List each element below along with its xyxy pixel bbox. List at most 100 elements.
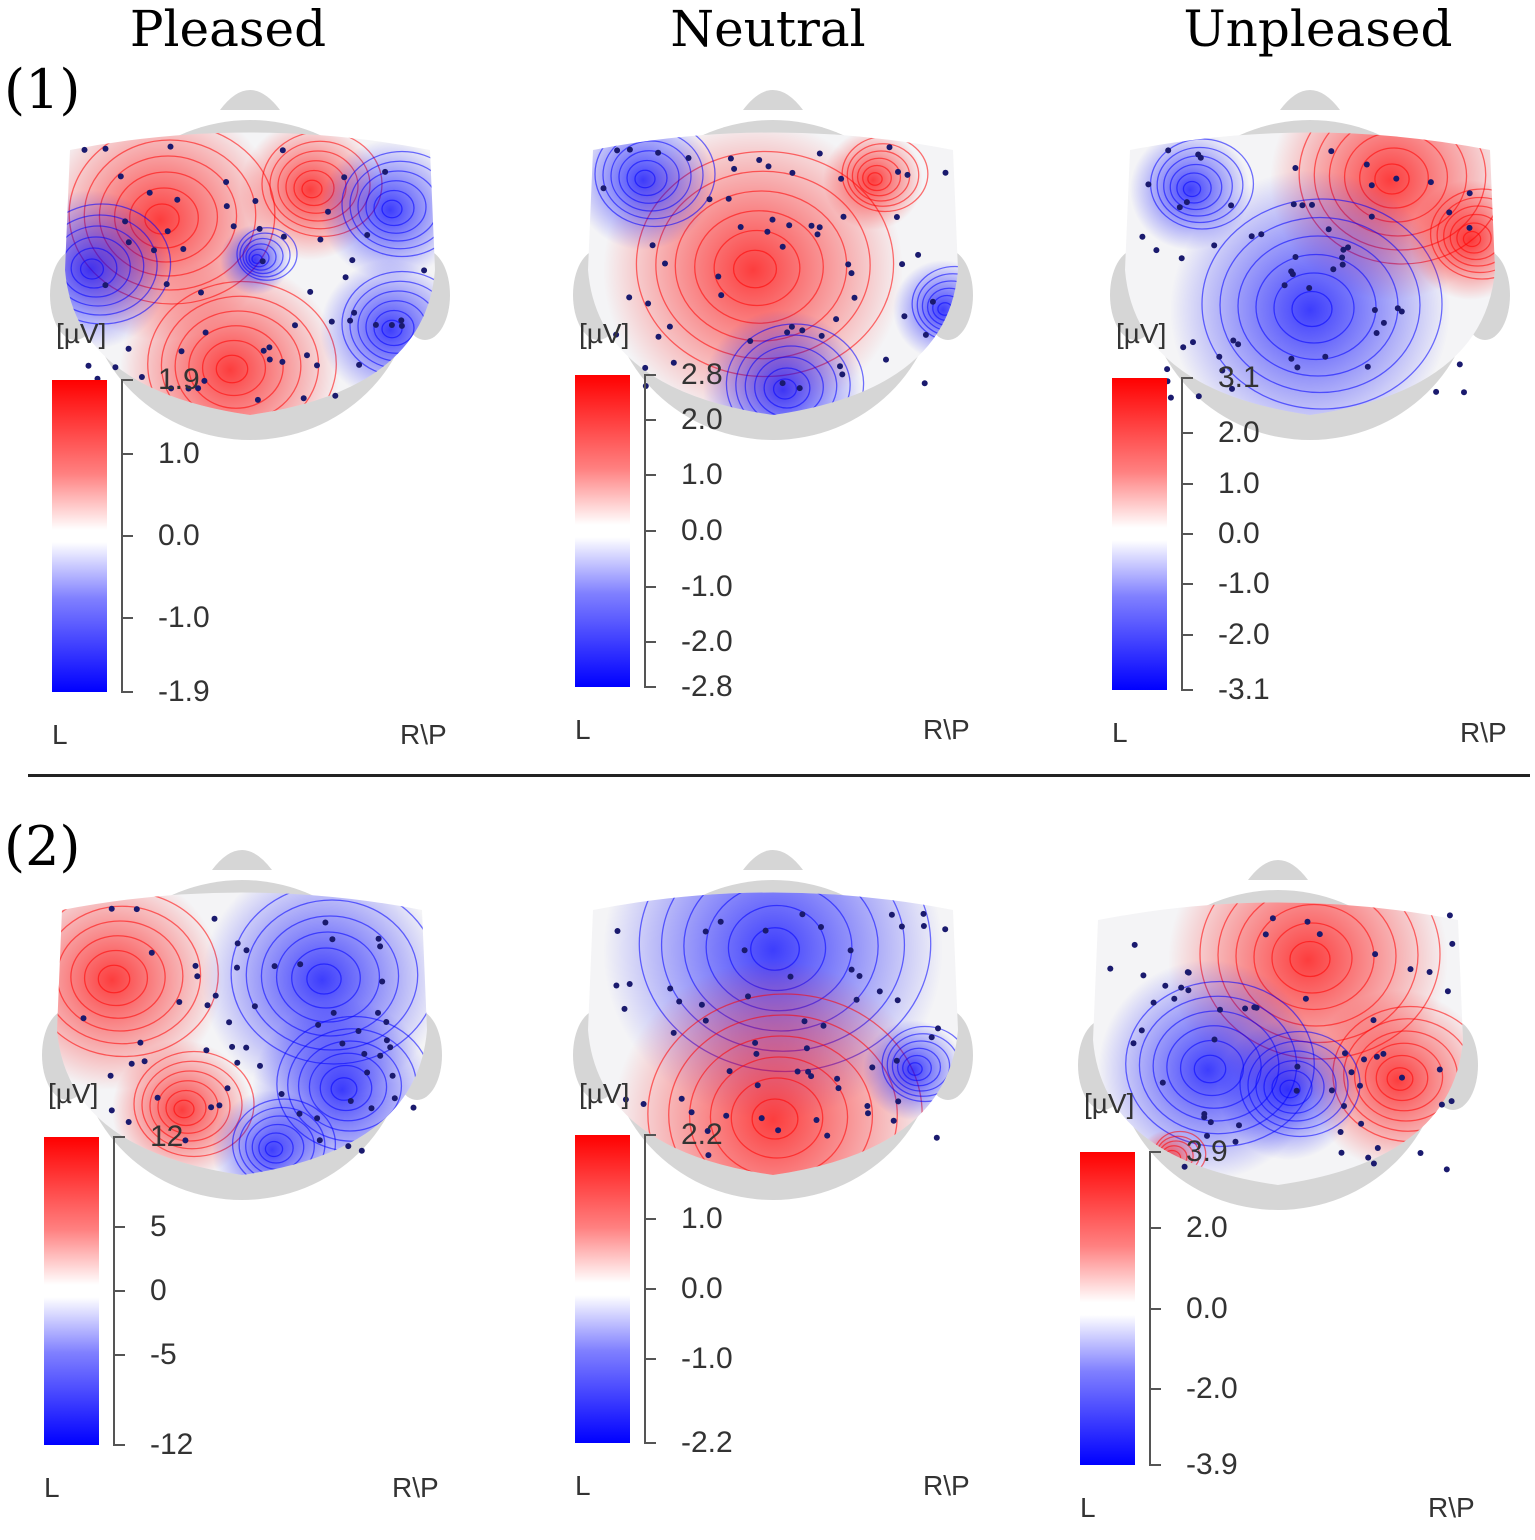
colorbar-tick — [113, 1290, 125, 1292]
electrode-dot — [1180, 344, 1187, 351]
electrode-dot — [788, 323, 795, 330]
electrode-dot — [718, 292, 725, 299]
electrode-dot — [1417, 1150, 1424, 1156]
electrode-dot — [1339, 261, 1346, 268]
electrode-dot — [745, 993, 751, 1000]
electrode-dot — [814, 231, 821, 238]
electrode-dot — [342, 274, 349, 281]
electrode-dot — [655, 333, 662, 340]
electrode-dot — [330, 1009, 337, 1016]
electrode-dot — [125, 345, 132, 352]
electrode-dot — [904, 171, 911, 178]
colorbar-tick — [121, 617, 133, 620]
electrode-dot — [1340, 246, 1347, 253]
electrode-dot — [1185, 969, 1192, 976]
electrode-dot — [361, 1050, 368, 1057]
electrode-dot — [1164, 366, 1171, 373]
colorbar-tick-label: 0.0 — [158, 519, 200, 552]
electrode-dot — [1288, 268, 1295, 275]
electrode-dot — [375, 1009, 381, 1016]
electrode-dot — [382, 168, 389, 175]
electrode-dot — [1446, 209, 1453, 216]
electrode-dot — [801, 1018, 808, 1025]
electrode-dot — [845, 261, 852, 268]
electrode-dot — [808, 222, 815, 229]
electrode-dot — [133, 906, 140, 913]
left-side-label: L — [44, 1472, 60, 1503]
electrode-dot — [1316, 931, 1323, 938]
electrode-dot — [649, 242, 656, 249]
electrode-dot — [1302, 995, 1309, 1002]
electrode-dot — [758, 1115, 765, 1122]
electrode-dot — [1159, 1079, 1166, 1086]
electrode-dot — [278, 1091, 285, 1097]
electrode-dot — [1380, 1050, 1387, 1057]
left-side-label: L — [575, 1470, 591, 1501]
electrode-dot — [280, 233, 287, 240]
electrode-dot — [212, 992, 219, 999]
colorbar-tick-label: -1.0 — [1218, 567, 1270, 601]
colorbar-tick — [644, 686, 656, 688]
electrode-dot — [789, 169, 796, 176]
electrode-dot — [848, 966, 855, 973]
electrode-dot — [314, 362, 320, 369]
colorbar-tick-label: -5 — [150, 1338, 177, 1372]
electrode-dot — [208, 1104, 215, 1111]
positive-potential-region — [1410, 180, 1495, 300]
right-posterior-label: R\P — [923, 1470, 970, 1501]
electrode-dot — [1232, 1138, 1239, 1145]
electrode-dot — [377, 943, 384, 950]
negative-potential-region — [320, 140, 435, 280]
colorbar-tick-label: 1.0 — [681, 1202, 723, 1235]
electrode-dot — [747, 338, 754, 344]
electrode-dot — [1211, 1036, 1218, 1043]
electrode-dot — [364, 1069, 371, 1076]
electrode-dot — [292, 322, 298, 329]
electrode-dot — [1219, 367, 1226, 374]
colorbar-tick-label: 0.0 — [1218, 517, 1260, 550]
right-posterior-label: R\P — [1428, 1492, 1475, 1523]
electrode-dot — [195, 385, 202, 392]
electrode-dot — [358, 1147, 365, 1154]
electrode-dot — [796, 385, 803, 392]
electrode-dot — [626, 294, 633, 301]
colorbar-tick-label: 0.0 — [1186, 1291, 1228, 1325]
topomap-panel-unpleased-2: [µV] 3.9 2.0 0.0 -2.0 -3.9 L R\P — [1058, 840, 1535, 1540]
electrode-dot — [1374, 1145, 1381, 1151]
electrode-dot — [182, 1137, 189, 1144]
colorbar — [1112, 378, 1167, 690]
electrode-dot — [1204, 1132, 1210, 1139]
colorbar-tick — [1181, 377, 1193, 379]
electrode-dot — [1181, 1163, 1188, 1170]
electrode-dot — [194, 973, 201, 980]
electrode-dot — [328, 318, 335, 325]
electrode-dot — [787, 973, 794, 980]
topomap-panel-neutral-1: [µV] 2.8 2.0 1.0 0.0 -1.0 -2.0 -2.8 L R\P — [553, 70, 1053, 770]
colorbar-tick — [1181, 633, 1193, 636]
electrode-dot — [1427, 179, 1434, 186]
electrode-dot — [1322, 353, 1329, 360]
electrode-dot — [315, 1021, 322, 1028]
topomap-panel-pleased-1: [µV] 1.9 1.0 0.0 -1.0 -1.9 L R\P — [30, 70, 530, 770]
electrode-dot — [704, 1128, 711, 1134]
electrode-dot — [1345, 244, 1351, 251]
electrode-dot — [741, 947, 748, 954]
electrode-dot — [1341, 1103, 1347, 1109]
electrode-dot — [848, 270, 855, 277]
electrode-dot — [929, 298, 936, 305]
colorbar-tick — [113, 1354, 125, 1357]
colorbar-tick-label: -2.8 — [681, 670, 733, 703]
electrode-dot — [839, 371, 846, 378]
electrode-dot — [198, 289, 204, 296]
electrode-dot — [1304, 918, 1311, 925]
electrode-dot — [752, 1039, 759, 1046]
right-posterior-label: R\P — [923, 714, 970, 745]
electrode-dot — [723, 1112, 730, 1119]
electrode-dot — [1228, 202, 1235, 209]
electrode-dot — [234, 940, 241, 947]
electrode-dot — [379, 978, 386, 985]
electrode-dot — [388, 322, 395, 328]
electrode-dot — [655, 149, 662, 156]
unit-label: [µV] — [56, 318, 107, 349]
electrode-dot — [705, 1152, 712, 1159]
